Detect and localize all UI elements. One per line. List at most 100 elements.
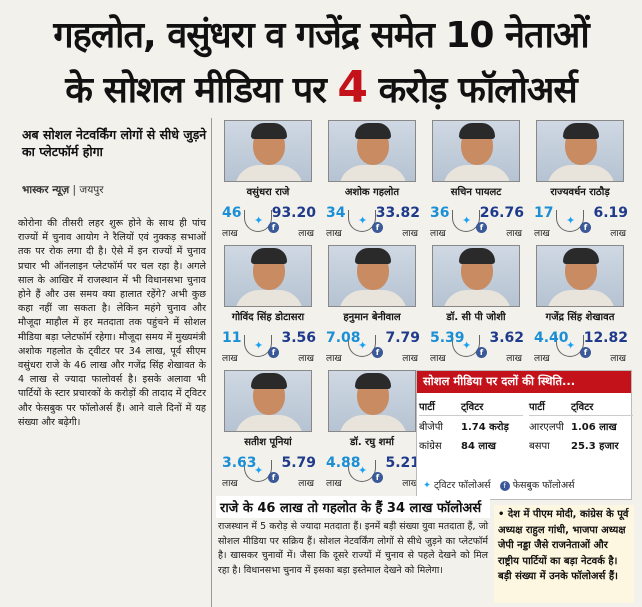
leader-photo bbox=[536, 120, 624, 182]
stat-bracket bbox=[556, 335, 584, 357]
facebook-icon: f bbox=[372, 347, 383, 358]
bottom-paragraph: राजस्थान में 5 करोड़ से ज्यादा मतदाता है… bbox=[218, 521, 488, 576]
leader-name: गजेंद्र सिंह शेखावत bbox=[545, 312, 615, 323]
leader-photo bbox=[328, 120, 416, 182]
party-name: बसपा bbox=[529, 440, 550, 452]
party-row: कांग्रेस 84 लाख bbox=[419, 435, 523, 454]
leader-name: राज्यवर्धन राठौड़ bbox=[550, 187, 610, 198]
article-paragraph: कोरोना की तीसरी लहर शुरू होने के साथ ही … bbox=[18, 218, 206, 428]
unit-label: लाख bbox=[298, 479, 314, 489]
leader-name: अशोक गहलोत bbox=[344, 187, 400, 198]
col-party: पार्टी bbox=[419, 402, 435, 413]
leader-card: वसुंधरा राजे 46 93.20 ✦ f लाख लाख bbox=[216, 120, 320, 245]
unit-label: लाख bbox=[534, 354, 550, 364]
leader-stats: 5.39 3.62 ✦ f लाख लाख bbox=[424, 327, 528, 367]
leader-name: डॉ. सी पी जोशी bbox=[446, 312, 506, 323]
leader-card: राज्यवर्धन राठौड़ 17 6.19 ✦ f लाख लाख bbox=[528, 120, 632, 245]
photo-shirt bbox=[547, 165, 615, 181]
leader-card: डॉ. सी पी जोशी 5.39 3.62 ✦ f लाख लाख bbox=[424, 245, 528, 370]
party-row: बीजेपी 1.74 करोड़ bbox=[419, 416, 523, 435]
twitter-icon: ✦ bbox=[358, 214, 368, 227]
party-value: 1.06 लाख bbox=[571, 421, 617, 433]
party-table-header: पार्टी ट्विटर bbox=[529, 397, 633, 416]
unit-label: लाख bbox=[402, 229, 418, 239]
leader-photo bbox=[328, 245, 416, 307]
twitter-followers: 4.88 bbox=[326, 455, 361, 471]
facebook-icon: f bbox=[580, 347, 591, 358]
unit-label: लाख bbox=[506, 229, 522, 239]
leader-name: वसुंधरा राजे bbox=[246, 187, 290, 198]
stat-bracket bbox=[348, 210, 376, 232]
photo-hair bbox=[355, 248, 391, 264]
photo-hair bbox=[459, 123, 495, 139]
twitter-icon: ✦ bbox=[566, 339, 576, 352]
leader-photo bbox=[328, 370, 416, 432]
party-name: बीजेपी bbox=[419, 421, 443, 433]
byline: भास्कर न्यूज़ | जयपुर bbox=[22, 183, 104, 197]
unit-label: लाख bbox=[402, 354, 418, 364]
photo-shirt bbox=[339, 165, 407, 181]
photo-shirt bbox=[443, 290, 511, 306]
leader-name: हनुमान बेनीवाल bbox=[343, 312, 401, 323]
twitter-followers: 5.39 bbox=[430, 330, 465, 346]
party-name: कांग्रेस bbox=[419, 440, 442, 452]
photo-shirt bbox=[235, 415, 303, 431]
column-divider bbox=[211, 118, 212, 607]
unit-label: लाख bbox=[326, 229, 342, 239]
party-row: आरएलपी 1.06 लाख bbox=[529, 416, 633, 435]
leader-stats: 34 33.82 ✦ f लाख लाख bbox=[320, 202, 424, 242]
twitter-icon: ✦ bbox=[462, 339, 472, 352]
photo-hair bbox=[563, 248, 599, 264]
facebook-icon: f bbox=[476, 347, 487, 358]
photo-shirt bbox=[443, 165, 511, 181]
col-twitter: ट्विटर bbox=[461, 402, 484, 413]
twitter-followers: 34 bbox=[326, 205, 346, 221]
stat-bracket bbox=[244, 210, 272, 232]
headline: गहलोत, वसुंधरा व गजेंद्र समेत 10 नेताओं … bbox=[0, 0, 642, 120]
twitter-icon: ✦ bbox=[254, 214, 264, 227]
twitter-icon: ✦ bbox=[566, 214, 576, 227]
leader-photo bbox=[432, 120, 520, 182]
party-value: 25.3 हजार bbox=[571, 440, 619, 452]
unit-label: लाख bbox=[326, 354, 342, 364]
party-value: 84 लाख bbox=[461, 440, 496, 452]
col-party: पार्टी bbox=[529, 402, 545, 413]
photo-hair bbox=[563, 123, 599, 139]
photo-hair bbox=[459, 248, 495, 264]
twitter-icon: ✦ bbox=[358, 464, 368, 477]
leader-photo bbox=[224, 245, 312, 307]
leader-name: सतीश पूनियां bbox=[244, 437, 292, 448]
facebook-followers: 5.79 bbox=[281, 455, 316, 471]
leader-stats: 4.88 5.21 ✦ f लाख लाख bbox=[320, 452, 424, 492]
party-value: 1.74 करोड़ bbox=[461, 421, 509, 433]
stat-bracket bbox=[244, 335, 272, 357]
facebook-followers: 3.56 bbox=[281, 330, 316, 346]
stat-bracket bbox=[348, 460, 376, 482]
leader-photo bbox=[224, 370, 312, 432]
facebook-followers: 33.82 bbox=[375, 205, 420, 221]
party-row: बसपा 25.3 हजार bbox=[529, 435, 633, 454]
stat-bracket bbox=[452, 210, 480, 232]
unit-label: लाख bbox=[534, 229, 550, 239]
unit-label: लाख bbox=[610, 354, 626, 364]
unit-label: लाख bbox=[298, 229, 314, 239]
col-twitter: ट्विटर bbox=[571, 402, 594, 413]
leader-stats: 4.40 12.82 ✦ f लाख लाख bbox=[528, 327, 632, 367]
party-table-right: पार्टी ट्विटर आरएलपी 1.06 लाख बसपा 25.3 हजा… bbox=[529, 397, 633, 454]
unit-label: लाख bbox=[402, 479, 418, 489]
twitter-followers: 36 bbox=[430, 205, 450, 221]
unit-label: लाख bbox=[430, 354, 446, 364]
facebook-followers: 7.79 bbox=[385, 330, 420, 346]
photo-shirt bbox=[339, 290, 407, 306]
stat-bracket bbox=[244, 460, 272, 482]
stat-bracket bbox=[556, 210, 584, 232]
stat-bracket bbox=[348, 335, 376, 357]
photo-hair bbox=[355, 373, 391, 389]
party-status-box: सोशल मीडिया पर दलों की स्थिति... पार्टी ट… bbox=[416, 370, 633, 500]
leader-stats: 36 26.76 ✦ f लाख लाख bbox=[424, 202, 528, 242]
photo-hair bbox=[251, 123, 287, 139]
legend-facebook: फेसबुक फॉलोअर्स bbox=[512, 480, 575, 491]
facebook-icon: f bbox=[580, 222, 591, 233]
facebook-followers: 93.20 bbox=[271, 205, 316, 221]
bullet-note: • देश में पीएम मोदी, कांग्रेस के पूर्व अ… bbox=[494, 505, 634, 603]
